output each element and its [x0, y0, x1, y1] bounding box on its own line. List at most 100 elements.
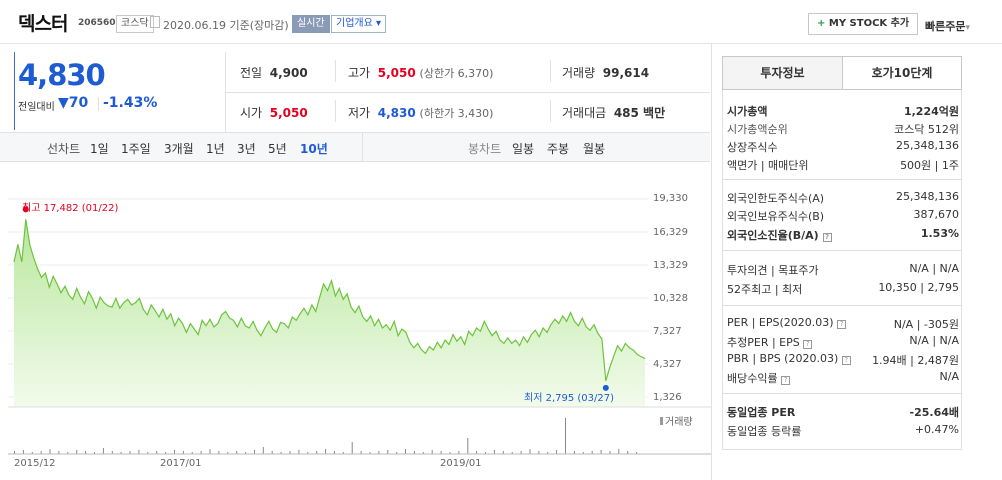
volume-bar [138, 450, 140, 454]
my-stock-add-button[interactable]: + MY STOCK 추가 [808, 13, 919, 35]
info-row[interactable]: 시가총액순위 코스닥 512위 [727, 123, 959, 136]
prev-close-cell: 전일 4,900 [240, 66, 308, 80]
period-1y[interactable]: 1년 [206, 142, 225, 156]
price-line [13, 219, 646, 381]
volume-bar [627, 451, 629, 454]
volume-bar [351, 442, 353, 454]
info-row: 시가총액 1,224억원 [727, 105, 959, 118]
help-icon[interactable]: ? [781, 376, 791, 385]
plus-icon: + [817, 18, 826, 29]
volume-bar [254, 450, 255, 454]
realtime-badge[interactable]: 실시간 [292, 15, 330, 33]
volume-bar [609, 451, 611, 454]
period-1w[interactable]: 1주일 [121, 142, 151, 156]
volume-bar [573, 451, 575, 454]
info-row: 투자의견 | 목표주가 N/A | N/A [727, 262, 959, 277]
volume-bar [333, 451, 335, 454]
volume-bar [307, 452, 309, 454]
tab-invest-info[interactable]: 투자정보 [723, 57, 842, 89]
volume-bar [174, 450, 175, 454]
period-5y[interactable]: 5년 [268, 142, 287, 156]
volume-bar [182, 451, 184, 454]
line-chart-label: 선차트 [47, 142, 81, 156]
info-row: 추정PER | EPS ? N/A | N/A [727, 334, 959, 349]
stock-code: 206560 [78, 18, 116, 28]
volume-bar [449, 452, 451, 454]
info-row: PER | EPS(2020.03) ? N/A | -305원 [727, 316, 959, 331]
document-icon[interactable] [150, 16, 160, 28]
volume-label: 거래량 [660, 413, 693, 428]
volume-bar [378, 451, 380, 454]
tab-order-book[interactable]: 호가10단계 [842, 57, 961, 89]
x-tick: 2019/01 [440, 458, 482, 469]
candle-monthly[interactable]: 월봉 [583, 142, 606, 156]
candle-weekly[interactable]: 주봉 [547, 142, 570, 156]
help-icon[interactable]: ? [841, 356, 851, 365]
low-cell: 저가 4,830 (하한가 3,430) [348, 106, 494, 120]
volume-bar [67, 452, 69, 454]
y-tick: 13,329 [653, 260, 688, 271]
x-tick: 2015/12 [14, 458, 56, 469]
stock-header [0, 0, 1002, 44]
candle-daily[interactable]: 일봉 [512, 142, 535, 156]
volume-bar [440, 451, 442, 454]
sector-change-row[interactable]: 동일업종 등락률 +0.47% [727, 423, 959, 438]
period-1d[interactable]: 1일 [90, 142, 109, 156]
quick-order-button[interactable]: 빠른주문▾ [925, 20, 971, 33]
volume-bar [31, 452, 33, 454]
info-row: 52주최고 | 최저 10,350 | 2,795 [727, 281, 959, 296]
volume-bar [49, 449, 51, 454]
volume-bar [476, 451, 478, 454]
y-tick: 1,326 [653, 392, 682, 403]
volume-bar [111, 451, 113, 454]
change-label: 전일대비 [18, 102, 55, 113]
volume-bar [369, 452, 371, 454]
volume-bars [14, 418, 638, 454]
sector-per-row[interactable]: 동일업종 PER -25.64배 [727, 406, 959, 419]
change-amount: ▼70 [58, 95, 89, 111]
chevron-down-icon: ▾ [376, 18, 382, 29]
volume-bar [94, 452, 95, 454]
y-tick: 16,329 [653, 227, 688, 238]
volume-bar [40, 451, 42, 454]
volume-bar [298, 450, 300, 454]
volume-bar [227, 452, 229, 454]
volume-bar [245, 452, 247, 454]
volume-bar [325, 449, 327, 454]
period-3y[interactable]: 3년 [237, 142, 256, 156]
high-point-marker [22, 206, 29, 213]
help-icon[interactable]: ? [822, 233, 832, 242]
period-3m[interactable]: 3개월 [164, 142, 194, 156]
volume-bar [156, 451, 158, 454]
info-tabs [722, 56, 962, 90]
volume-bar [556, 450, 558, 454]
volume-bar [147, 452, 149, 454]
volume-bar [120, 452, 122, 454]
volume-bar [165, 452, 167, 454]
volume-bar [431, 450, 433, 454]
help-icon[interactable]: ? [837, 320, 847, 329]
volume-bar [360, 451, 362, 454]
volume-bar [76, 450, 78, 454]
period-10y[interactable]: 10년 [300, 142, 328, 156]
volume-bar [218, 451, 220, 454]
volume-cell: 거래량 99,614 [562, 66, 650, 80]
date-text: 2020.06.19 기준(장마감) [163, 19, 289, 32]
price-chart[interactable] [0, 163, 712, 480]
volume-bar [458, 451, 460, 454]
volume-bar [22, 450, 24, 454]
info-row: 외국인보유주식수(B) 387,670 [727, 208, 959, 223]
volume-bar [191, 452, 193, 454]
volume-bar [413, 451, 415, 454]
volume-bar [289, 451, 291, 454]
volume-bar [271, 451, 273, 454]
volume-bar [502, 451, 504, 454]
stock-name: 덱스터 [18, 13, 68, 35]
chevron-down-icon: ▾ [965, 23, 971, 33]
help-icon[interactable]: ? [803, 340, 813, 349]
low-point-marker [602, 384, 609, 391]
volume-bar [102, 448, 104, 454]
company-overview-button[interactable]: 기업개요 ▾ [331, 15, 387, 33]
volume-bar [209, 449, 211, 454]
volume-bar [85, 451, 87, 454]
